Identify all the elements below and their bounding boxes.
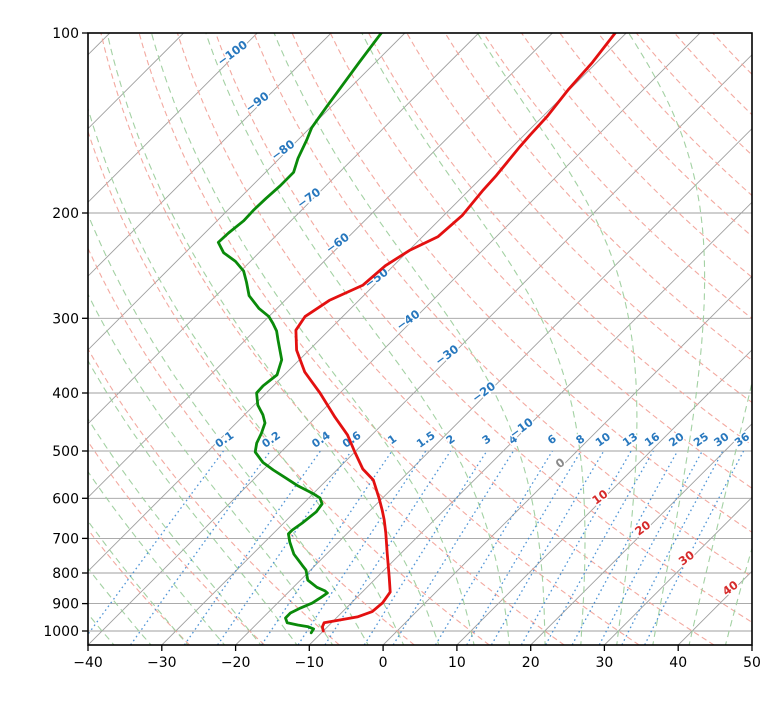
x-tick-label: −40: [73, 655, 103, 671]
x-tick-label: −20: [221, 655, 251, 671]
x-tick-label: 40: [669, 655, 687, 671]
x-tick-label: −30: [147, 655, 177, 671]
x-tick-label: 0: [379, 655, 388, 671]
x-tick-label: 50: [743, 655, 761, 671]
y-tick-label: 800: [52, 566, 79, 582]
x-tick-label: −10: [295, 655, 325, 671]
x-tick-label: 10: [448, 655, 466, 671]
x-tick-label: 30: [595, 655, 613, 671]
y-tick-label: 500: [52, 444, 79, 460]
y-tick-label: 1000: [43, 624, 79, 640]
mixing-ratio-lines: [88, 450, 745, 645]
temperature-curve: [294, 33, 617, 633]
y-tick-label: 900: [52, 597, 79, 613]
temperature-axis: −40 −30 −20 −10 0 10 20 30 40 50: [73, 645, 761, 671]
plot-frame: [87, 32, 753, 646]
y-tick-label: 700: [52, 531, 79, 547]
pressure-gridlines: [88, 212, 752, 632]
y-tick-label: 100: [52, 26, 79, 42]
y-tick-label: 300: [52, 311, 79, 327]
y-tick-label: 400: [52, 386, 79, 402]
dewpoint-curve: [216, 33, 383, 635]
y-tick-label: 600: [52, 491, 79, 507]
pressure-axis: 100 200 300 400 500 600 700 800 900 1000: [43, 26, 88, 640]
y-tick-label: 200: [52, 206, 79, 222]
x-tick-label: 20: [522, 655, 540, 671]
